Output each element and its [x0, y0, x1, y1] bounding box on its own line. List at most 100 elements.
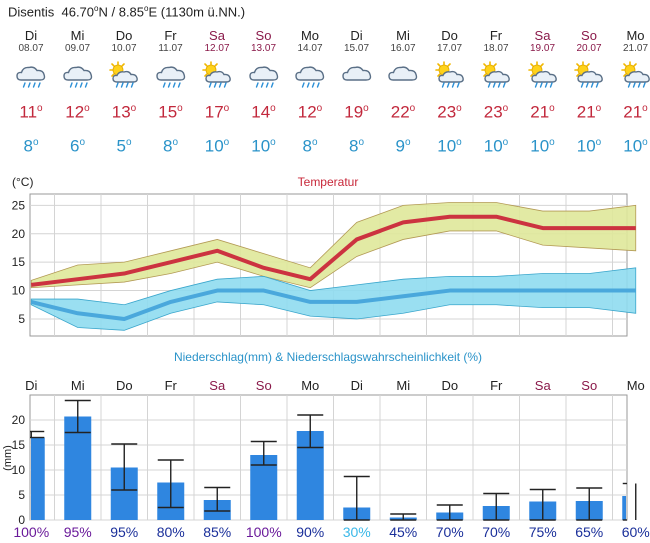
- y-tick-label: 15: [12, 255, 26, 269]
- sun-cloud-rain-icon: [109, 61, 138, 88]
- min-temperature-value: 5: [116, 136, 126, 156]
- day-name: Do: [441, 28, 458, 43]
- degree-sign: o: [549, 136, 555, 148]
- error-bar: [622, 482, 637, 521]
- degree-sign: o: [172, 136, 179, 148]
- day-date: 13.07: [250, 43, 277, 54]
- y-tick-label: 5: [18, 488, 25, 502]
- probability-label: 85%: [203, 524, 231, 540]
- max-temperature: 21o: [566, 99, 612, 123]
- degree-sign: o: [94, 4, 99, 13]
- min-temperature-value: 8: [162, 136, 173, 156]
- day-column: So 20.07 21o 10o: [566, 28, 612, 156]
- degree-sign: o: [456, 103, 462, 114]
- max-temperature-range-band: [30, 202, 637, 289]
- category-label: Mo: [627, 378, 645, 393]
- longitude-value: 8.85: [118, 4, 145, 20]
- max-temperature: 14o: [241, 99, 287, 123]
- category-label: So: [256, 378, 272, 393]
- y-tick-label: 15: [12, 438, 26, 452]
- max-temperature-value: 11: [19, 102, 38, 122]
- degree-sign: o: [363, 103, 369, 114]
- error-bar: [483, 492, 510, 521]
- min-temperature-value: 10: [530, 136, 550, 156]
- min-temperature: 10o: [520, 133, 566, 157]
- y-axis-label: (mm): [2, 445, 14, 471]
- max-temperature: 12o: [287, 99, 333, 123]
- day-column: So 13.07 14o 10o: [241, 28, 287, 156]
- max-temperature-value: 13: [111, 102, 131, 122]
- rain-cloud-icon: [62, 66, 92, 88]
- day-column: Mo 14.07 12o 8o: [287, 28, 333, 156]
- max-temperature-value: 14: [251, 102, 271, 122]
- min-temperature: 9o: [380, 133, 426, 157]
- day-column: Di 08.07 11o 8o: [8, 28, 54, 156]
- min-temperature: 6o: [55, 133, 101, 157]
- day-name: Mi: [396, 28, 410, 43]
- degree-sign: o: [270, 136, 276, 148]
- min-temperature-value: 6: [69, 136, 80, 156]
- min-temperature-value: 8: [348, 136, 359, 156]
- category-label: Di: [351, 378, 363, 393]
- error-bar: [436, 504, 463, 521]
- day-date: 12.07: [204, 43, 230, 54]
- sun-cloud-rain-icon: [620, 61, 650, 88]
- day-date: 11.07: [158, 43, 183, 54]
- precipitation-bar: [31, 437, 45, 520]
- probability-label: 95%: [110, 524, 138, 540]
- rain-cloud-icon: [248, 66, 278, 88]
- min-temperature-range-band: [30, 267, 637, 331]
- probability-label: 70%: [482, 524, 510, 540]
- min-temperature-value: 9: [395, 136, 405, 156]
- day-date: 14.07: [297, 43, 323, 54]
- max-temperature: 21o: [520, 99, 566, 123]
- max-temperature-line: [31, 214, 636, 287]
- degree-sign: o: [79, 136, 86, 148]
- temperature-chart: 5 10 15 20 25 Temperatur (°C): [12, 175, 637, 337]
- degree-sign: o: [84, 103, 90, 114]
- category-label: Mi: [396, 378, 410, 393]
- min-temperature-value: 10: [576, 136, 596, 156]
- category-label: Fr: [165, 378, 178, 393]
- probability-label: 95%: [64, 524, 92, 540]
- day-name: Di: [350, 28, 363, 43]
- probability-label: 100%: [13, 524, 49, 540]
- max-temperature: 19o: [334, 99, 380, 123]
- day-column: Fr 18.07 23o 10o: [473, 28, 519, 156]
- day-date: 21.07: [622, 43, 649, 54]
- min-temperature: 8o: [148, 133, 194, 157]
- max-temperature: 12o: [55, 99, 101, 123]
- max-temperature: 13o: [101, 99, 147, 123]
- y-tick-label: 0: [18, 513, 25, 527]
- sun-cloud-rain-icon: [434, 61, 464, 88]
- daily-forecast-row: Di 08.07 11o 8o Mi 09.07 12o 6o Do 10.07 13o 5o Fr 11…: [8, 28, 650, 163]
- day-column: Mi 16.07 22o 9o: [380, 28, 426, 156]
- precipitation-bar: [64, 416, 92, 520]
- latitude-value: 46.70: [61, 4, 95, 20]
- location-header: Disentis 46.70oN / 8.85oE (1130m ü.NN.): [8, 4, 246, 20]
- y-axis-label: (°C): [12, 175, 33, 189]
- min-temperature: 10o: [473, 133, 519, 157]
- error-bar: [111, 443, 138, 491]
- day-column: Fr 11.07 15o 8o: [148, 28, 194, 156]
- day-column: Sa 19.07 21o 10o: [520, 28, 566, 156]
- day-name: Mo: [626, 28, 645, 43]
- category-label: Di: [25, 378, 37, 393]
- category-label: Sa: [209, 378, 226, 393]
- max-temperature-value: 23: [483, 102, 503, 122]
- category-label: Fr: [490, 378, 503, 393]
- min-temperature-value: 8: [302, 136, 312, 156]
- min-temperature: 8o: [8, 133, 54, 157]
- latitude-hemisphere: N: [98, 4, 108, 20]
- max-temperature-value: 15: [158, 102, 178, 122]
- probability-label: 70%: [436, 524, 464, 540]
- day-name: Di: [24, 28, 38, 43]
- day-name: Sa: [534, 28, 551, 43]
- day-column: Di 15.07 19o 8o: [334, 28, 380, 156]
- category-label: Mo: [301, 378, 319, 393]
- probability-label: 75%: [529, 524, 557, 540]
- degree-sign: o: [409, 103, 416, 114]
- degree-sign: o: [502, 136, 509, 148]
- max-temperature-value: 22: [390, 102, 410, 122]
- category-label: Sa: [535, 378, 552, 393]
